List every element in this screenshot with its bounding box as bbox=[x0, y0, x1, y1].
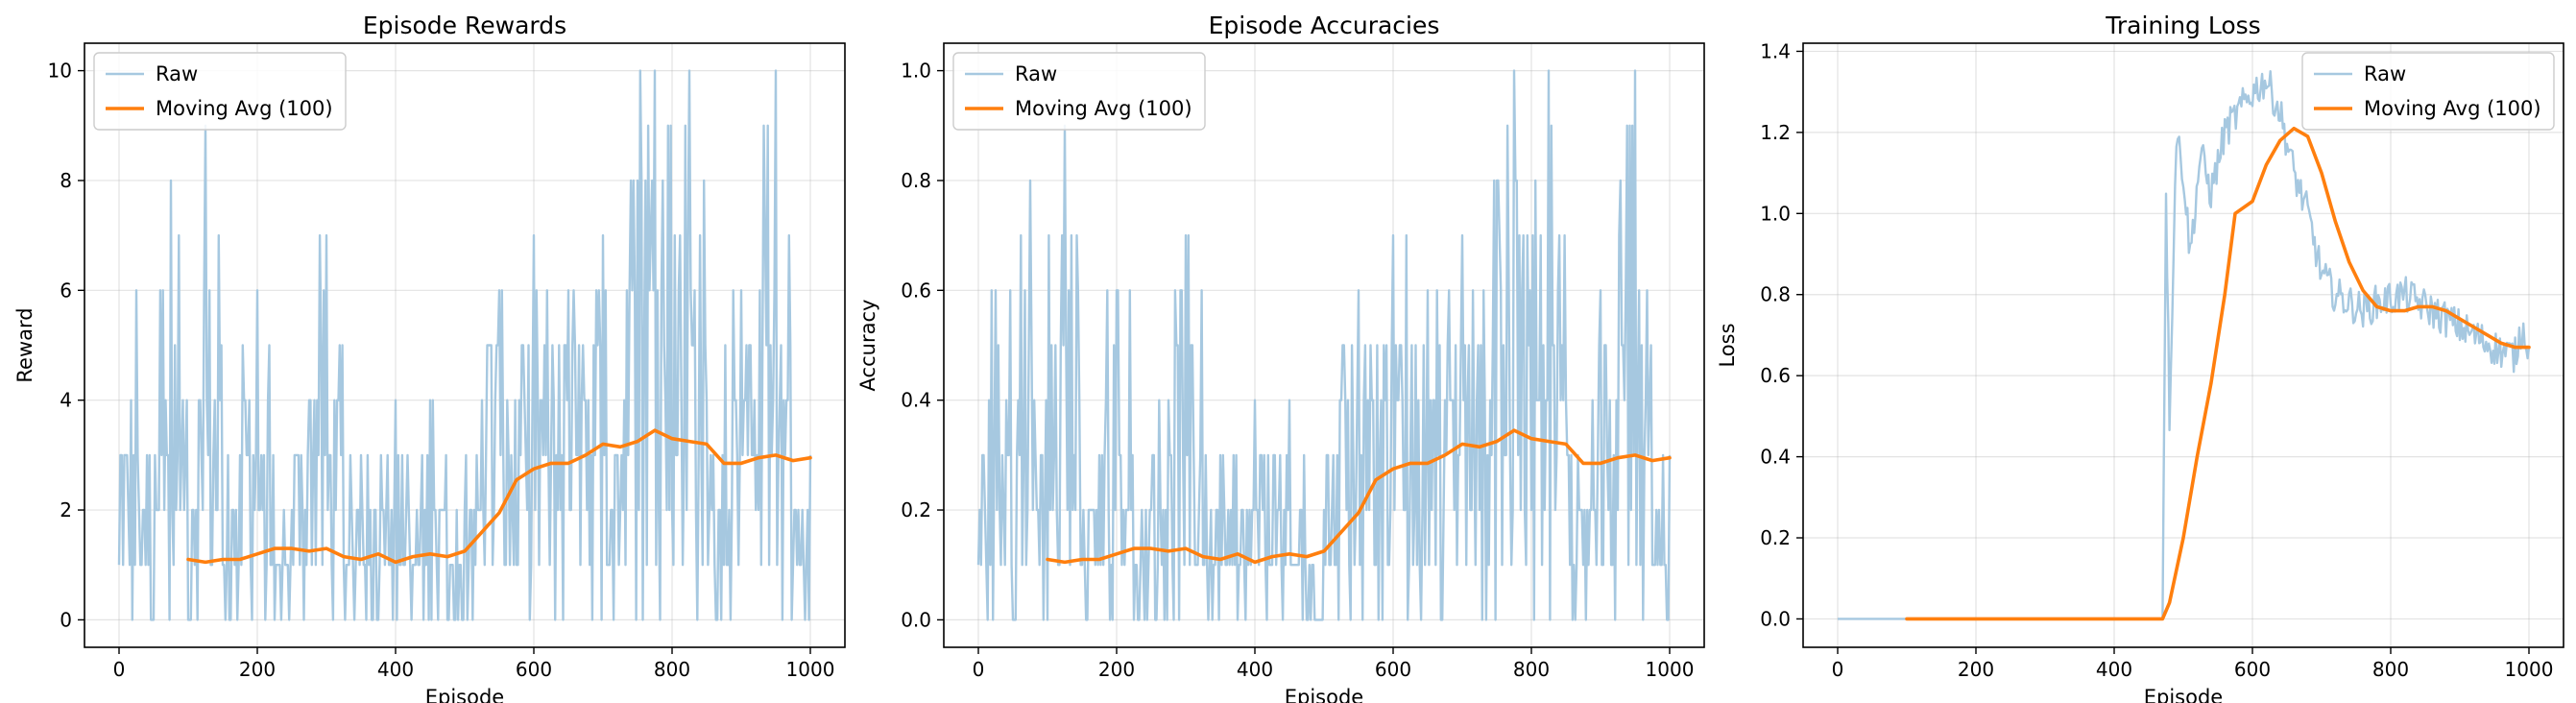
raw-series-line bbox=[117, 69, 812, 621]
x-tick-label: 600 bbox=[1375, 658, 1411, 681]
x-axis-label: Episode bbox=[2144, 686, 2223, 703]
legend-label: Moving Avg (100) bbox=[156, 97, 333, 120]
y-tick-label: 0.6 bbox=[1760, 364, 1791, 387]
x-tick-label: 800 bbox=[1513, 658, 1550, 681]
x-tick-label: 800 bbox=[654, 658, 690, 681]
legend-label: Raw bbox=[1015, 62, 1057, 85]
axes-frame bbox=[1802, 42, 2564, 648]
y-tick-label: 10 bbox=[48, 60, 72, 83]
y-tick-label: 0.0 bbox=[901, 608, 931, 631]
panel-title: Training Loss bbox=[2105, 12, 2260, 39]
x-axis-label: Episode bbox=[1285, 686, 1363, 703]
panel-episode-rewards: 0 200 400 600 800 1000 0 2 4 6 8 10 Episode Rewards E… bbox=[13, 12, 846, 703]
y-tick-label: 0.6 bbox=[901, 279, 931, 302]
x-tick-label: 600 bbox=[516, 658, 552, 681]
moving-average-line bbox=[186, 428, 812, 565]
legend-label: Moving Avg (100) bbox=[2364, 97, 2541, 120]
y-axis-label: Loss bbox=[1716, 323, 1739, 367]
y-tick-label: 0.8 bbox=[1760, 283, 1791, 306]
x-tick-label: 400 bbox=[1237, 658, 1273, 681]
panel-episode-accuracies: 0 200 400 600 800 1000 0.0 0.2 0.4 0.6 0.8 1.0 Episo… bbox=[856, 12, 1705, 703]
y-axis-label: Accuracy bbox=[856, 300, 879, 392]
x-tick-label: 400 bbox=[2096, 658, 2132, 681]
y-tick-label: 8 bbox=[60, 169, 72, 192]
axes-frame bbox=[84, 42, 846, 648]
x-tick-label: 1000 bbox=[1646, 658, 1695, 681]
axes-frame bbox=[943, 42, 1705, 648]
legend-box bbox=[2301, 52, 2555, 131]
x-tick-label: 0 bbox=[973, 658, 985, 681]
legend: Raw Moving Avg (100) bbox=[952, 52, 1206, 131]
y-tick-label: 1.4 bbox=[1760, 39, 1791, 62]
y-tick-label: 0.2 bbox=[1760, 526, 1791, 549]
moving-average-line bbox=[1905, 126, 2531, 621]
y-tick-label: 0.2 bbox=[901, 498, 931, 521]
y-tick-label: 0 bbox=[60, 608, 72, 631]
series-group bbox=[117, 69, 812, 621]
x-tick-label: 800 bbox=[2372, 658, 2409, 681]
y-tick-label: 6 bbox=[60, 279, 72, 302]
x-tick-label: 400 bbox=[377, 658, 414, 681]
legend: Raw Moving Avg (100) bbox=[93, 52, 347, 131]
y-tick-label: 1.0 bbox=[1760, 202, 1791, 225]
y-axis-label: Reward bbox=[13, 307, 36, 382]
x-tick-label: 1000 bbox=[2505, 658, 2554, 681]
x-tick-label: 0 bbox=[113, 658, 126, 681]
series-group bbox=[976, 69, 1672, 621]
legend-box bbox=[93, 52, 347, 131]
moving-average-line bbox=[1046, 428, 1672, 565]
x-tick-label: 0 bbox=[1832, 658, 1844, 681]
x-tick-label: 600 bbox=[2234, 658, 2271, 681]
x-tick-label: 1000 bbox=[786, 658, 835, 681]
series-group bbox=[1838, 69, 2531, 621]
y-tick-label: 2 bbox=[60, 498, 72, 521]
raw-series-line bbox=[976, 69, 1672, 621]
x-tick-label: 200 bbox=[239, 658, 276, 681]
y-tick-label: 0.4 bbox=[1760, 446, 1791, 469]
y-tick-label: 0.0 bbox=[1760, 607, 1791, 630]
x-tick-label: 200 bbox=[1958, 658, 1994, 681]
x-tick-label: 200 bbox=[1098, 658, 1135, 681]
x-axis-label: Episode bbox=[425, 686, 504, 703]
legend-label: Raw bbox=[156, 62, 198, 85]
panel-training-loss: 0 200 400 600 800 1000 0.0 0.2 0.4 0.6 0.8 1.0 1.2 1.… bbox=[1716, 12, 2564, 703]
legend-box bbox=[952, 52, 1206, 131]
y-tick-label: 0.4 bbox=[901, 389, 931, 412]
y-tick-label: 1.2 bbox=[1760, 121, 1791, 144]
panel-title: Episode Rewards bbox=[363, 12, 566, 39]
y-tick-label: 0.8 bbox=[901, 169, 931, 192]
panel-title: Episode Accuracies bbox=[1209, 12, 1440, 39]
y-tick-label: 4 bbox=[60, 389, 72, 412]
legend: Raw Moving Avg (100) bbox=[2301, 52, 2555, 131]
y-tick-label: 1.0 bbox=[901, 60, 931, 83]
legend-label: Moving Avg (100) bbox=[1015, 97, 1192, 120]
legend-label: Raw bbox=[2364, 62, 2406, 85]
